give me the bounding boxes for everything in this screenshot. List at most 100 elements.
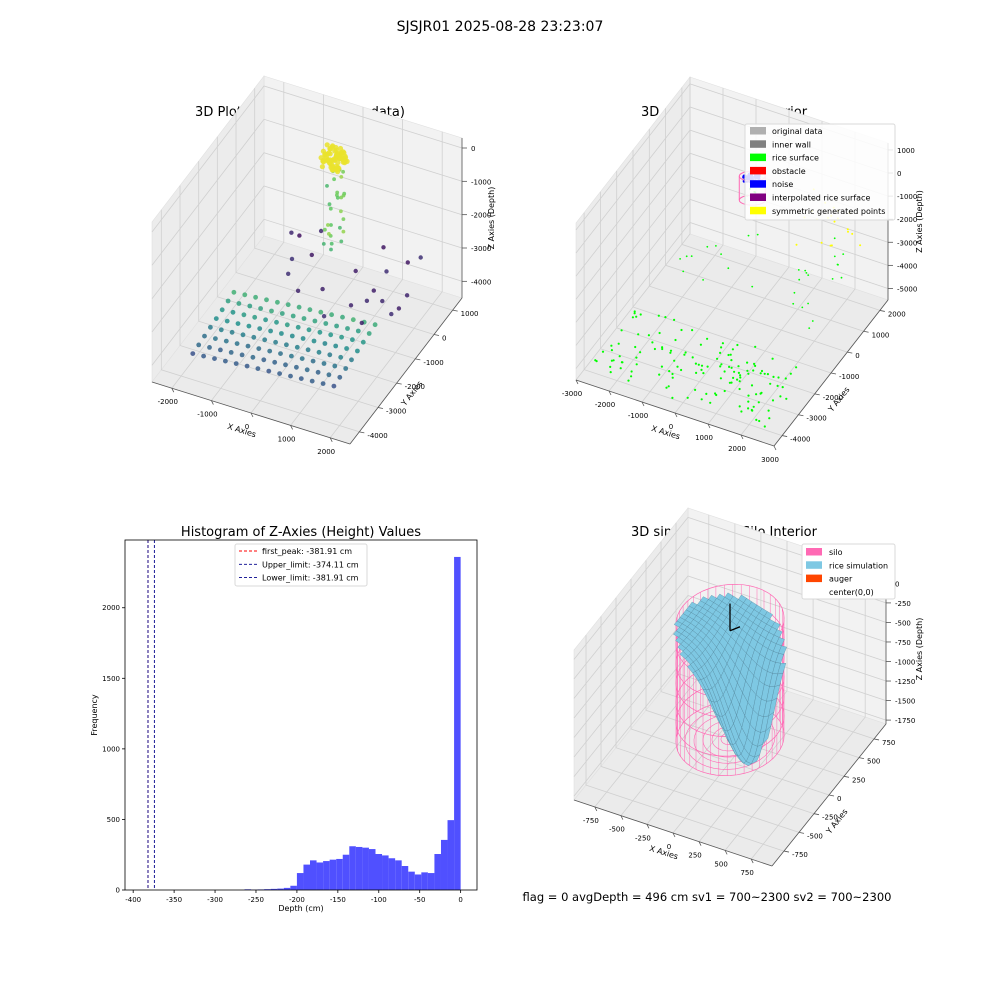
data-point — [727, 353, 730, 357]
data-point — [716, 357, 719, 360]
data-point — [284, 322, 290, 328]
data-point — [322, 152, 328, 158]
data-point — [213, 336, 218, 341]
data-point — [776, 384, 779, 387]
grid-line — [250, 107, 364, 414]
histogram-bar — [296, 873, 304, 890]
data-point — [234, 341, 240, 346]
data-point — [637, 333, 640, 336]
data-point — [671, 396, 674, 399]
data-point — [343, 366, 349, 371]
data-point — [851, 232, 854, 235]
z-axis-label: Z Axies (Depth) — [915, 190, 924, 253]
data-point — [671, 376, 674, 379]
x-tick — [594, 806, 598, 812]
data-point — [702, 372, 705, 375]
grid-line — [672, 541, 788, 834]
data-point — [686, 396, 689, 399]
data-point — [323, 227, 327, 232]
data-point — [312, 318, 318, 324]
data-point — [319, 164, 325, 170]
y-tick-label: 750 — [882, 739, 895, 747]
data-point — [223, 358, 228, 364]
y-tick-label: 2000 — [102, 604, 120, 612]
data-point — [709, 401, 712, 404]
data-point — [738, 380, 741, 383]
data-point — [752, 405, 755, 408]
data-point — [763, 425, 766, 428]
grid-line — [573, 575, 887, 719]
y-tick — [873, 738, 880, 741]
data-point — [321, 361, 327, 366]
legend-swatch — [806, 574, 822, 583]
x-tick-label: 0 — [667, 843, 671, 851]
data-point — [267, 348, 273, 354]
legend-label: silo — [829, 548, 843, 557]
x-tick-label: -100 — [371, 896, 387, 904]
data-point — [635, 363, 638, 366]
data-point — [771, 399, 775, 402]
data-point — [224, 318, 230, 324]
y-tick — [782, 435, 788, 437]
histogram-bar — [310, 860, 317, 890]
data-point — [679, 258, 681, 260]
data-point — [720, 253, 722, 256]
z-tick-label: -2000 — [897, 216, 917, 224]
data-point — [213, 316, 219, 321]
x-tick — [724, 850, 728, 855]
y-tick-label: -500 — [807, 832, 823, 840]
data-point — [676, 365, 679, 368]
data-point — [697, 363, 700, 366]
z-tick-label: -750 — [895, 639, 911, 647]
z-tick-label: 0 — [895, 580, 899, 588]
data-point — [225, 298, 231, 304]
data-point — [339, 209, 343, 214]
data-point — [372, 322, 378, 328]
data-point — [229, 329, 235, 335]
data-point — [690, 255, 693, 257]
data-point — [353, 268, 358, 274]
z-tick-label: -3000 — [897, 239, 917, 247]
legend-swatch — [806, 548, 822, 556]
legend-swatch — [750, 193, 766, 201]
z-tick-label: -4000 — [897, 262, 917, 270]
x-tick-label: 0 — [669, 423, 673, 431]
data-point — [833, 237, 836, 240]
y-tick-label: 1000 — [102, 745, 120, 753]
data-point — [371, 288, 376, 293]
data-point — [653, 347, 657, 351]
grid-line — [151, 118, 463, 266]
data-point — [252, 314, 258, 320]
grid-line — [648, 129, 848, 353]
data-point — [239, 352, 245, 358]
data-point — [705, 392, 708, 395]
x-tick-label: -2000 — [595, 401, 615, 409]
data-point — [739, 374, 742, 377]
data-point — [669, 349, 673, 352]
y-tick-label: 0 — [116, 887, 120, 895]
data-point — [328, 206, 333, 211]
data-point — [737, 371, 741, 374]
data-point — [771, 357, 774, 360]
data-point — [246, 323, 252, 329]
data-point — [273, 339, 278, 345]
z-tick-label: -1000 — [897, 193, 917, 201]
data-point — [418, 255, 423, 260]
data-point — [847, 230, 849, 233]
data-point — [327, 151, 333, 157]
grid-line — [179, 185, 379, 408]
data-point — [310, 358, 316, 364]
data-point — [658, 373, 661, 376]
data-point — [366, 331, 372, 336]
data-point — [295, 324, 301, 330]
grid-line — [211, 94, 324, 401]
x-axis-label: X Axies — [650, 424, 681, 441]
data-point — [631, 316, 635, 319]
grid-line — [573, 595, 887, 738]
data-point — [706, 365, 709, 368]
y-tick-label: 0 — [855, 352, 859, 360]
rice-facet — [773, 629, 783, 638]
data-point — [258, 306, 263, 311]
z-tick-label: 0 — [897, 170, 901, 178]
y-tick — [783, 850, 790, 853]
